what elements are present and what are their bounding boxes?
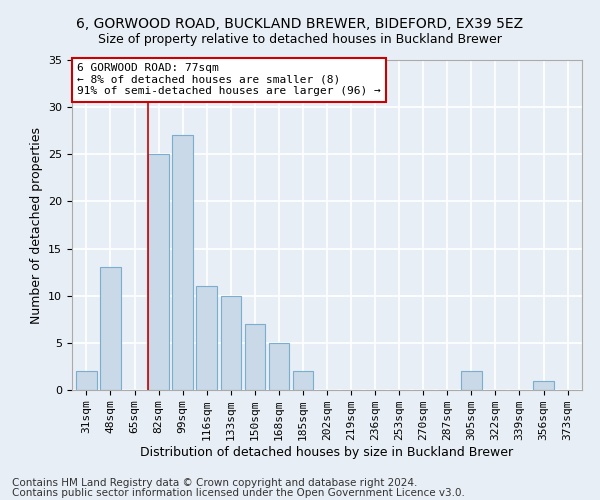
Text: Size of property relative to detached houses in Buckland Brewer: Size of property relative to detached ho… [98, 32, 502, 46]
Text: Contains HM Land Registry data © Crown copyright and database right 2024.: Contains HM Land Registry data © Crown c… [12, 478, 418, 488]
Bar [245, 324, 265, 390]
Bar [100, 268, 121, 390]
Bar [293, 371, 313, 390]
Y-axis label: Number of detached properties: Number of detached properties [29, 126, 43, 324]
Text: Contains public sector information licensed under the Open Government Licence v3: Contains public sector information licen… [12, 488, 465, 498]
X-axis label: Distribution of detached houses by size in Buckland Brewer: Distribution of detached houses by size … [140, 446, 514, 459]
Bar [76, 371, 97, 390]
Bar [148, 154, 169, 390]
Text: 6, GORWOOD ROAD, BUCKLAND BREWER, BIDEFORD, EX39 5EZ: 6, GORWOOD ROAD, BUCKLAND BREWER, BIDEFO… [76, 18, 524, 32]
Bar [221, 296, 241, 390]
Bar [461, 371, 482, 390]
Bar [533, 380, 554, 390]
Bar [269, 343, 289, 390]
Text: 6 GORWOOD ROAD: 77sqm
← 8% of detached houses are smaller (8)
91% of semi-detach: 6 GORWOOD ROAD: 77sqm ← 8% of detached h… [77, 64, 381, 96]
Bar [172, 136, 193, 390]
Bar [196, 286, 217, 390]
